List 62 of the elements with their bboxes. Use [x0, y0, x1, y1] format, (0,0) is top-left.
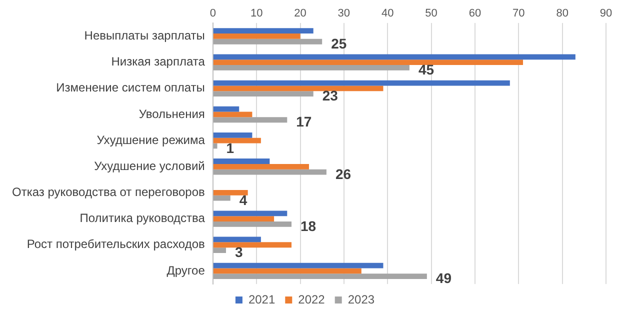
bar: [213, 195, 230, 201]
bar: [213, 38, 322, 44]
legend-label: 2021: [248, 292, 276, 306]
y-tick-label: Низкая зарплата: [111, 54, 206, 69]
bar: [213, 143, 218, 149]
bar: [213, 164, 309, 170]
data-label: 18: [300, 218, 316, 234]
y-tick-label: Другое: [166, 263, 206, 278]
data-label: 49: [436, 270, 452, 286]
data-label: 1: [226, 140, 234, 156]
x-tick-label: 80: [556, 8, 568, 20]
bar: [213, 117, 288, 123]
data-label: 17: [296, 114, 312, 130]
data-label: 45: [418, 62, 434, 78]
y-tick-label: Рост потребительских расходов: [26, 237, 205, 252]
bar: [213, 112, 252, 118]
data-label: 3: [235, 244, 243, 260]
x-tick-label: 40: [381, 8, 394, 20]
bar: [213, 210, 288, 216]
bar: [213, 169, 326, 175]
bar: [213, 248, 226, 253]
bar: [213, 236, 261, 242]
data-label: 4: [239, 192, 248, 208]
bar: [213, 28, 314, 34]
bar: [213, 242, 292, 248]
bar: [213, 80, 510, 86]
y-tick-label: Отказ руководства от переговоров: [12, 185, 205, 200]
bar: [213, 274, 427, 280]
bar: [213, 132, 252, 138]
bar: [213, 216, 274, 222]
x-tick-label: 60: [468, 8, 482, 20]
x-tick-label: 10: [250, 8, 263, 20]
y-tick-label: Политика руководства: [80, 211, 206, 226]
bar: [213, 106, 240, 112]
y-tick-label: Увольнения: [138, 106, 205, 121]
x-tick-label: 30: [338, 8, 350, 20]
bar: [213, 34, 300, 39]
data-label: 26: [335, 166, 352, 182]
x-tick-label: 50: [425, 8, 438, 20]
bar: [213, 138, 261, 144]
data-label: 23: [322, 88, 338, 104]
x-tick-label: 20: [294, 8, 306, 20]
bar: [213, 221, 292, 227]
bar: [213, 158, 270, 164]
bar: [213, 91, 314, 96]
bar: [213, 268, 362, 274]
bar: [213, 262, 384, 268]
bar: [213, 65, 410, 70]
y-tick-label: Ухудшение режима: [96, 132, 206, 147]
y-tick-label: Изменение систем оплаты: [56, 80, 205, 95]
bar: [213, 54, 576, 60]
x-tick-label: 70: [512, 8, 525, 20]
y-tick-label: Ухудшение условий: [94, 158, 205, 173]
legend-label: 2022: [298, 292, 326, 306]
y-tick-label: Невыплаты зарплаты: [84, 28, 205, 43]
bar: [213, 86, 384, 92]
bar: [213, 60, 524, 66]
legend-label: 2023: [348, 292, 375, 306]
x-tick-label: 90: [600, 8, 612, 20]
data-label: 25: [331, 35, 347, 52]
bar: [213, 190, 248, 196]
x-tick-label: 0: [210, 8, 216, 20]
